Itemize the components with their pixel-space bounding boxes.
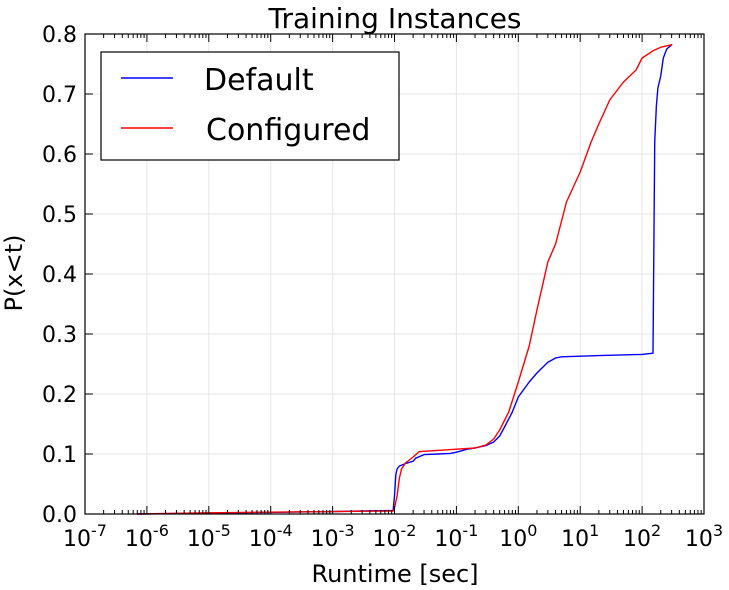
ticks: 10-7 10-6 10-5 10-4 10-3 10-2 10-1 100 101 102 103… bbox=[42, 23, 723, 552]
x-tick-exponent: -4 bbox=[277, 521, 293, 540]
x-tick-base: 10 bbox=[499, 527, 527, 552]
y-tick-label: 0.7 bbox=[42, 83, 77, 108]
x-tick-label: 101 bbox=[561, 521, 599, 552]
x-tick-exponent: 3 bbox=[713, 521, 723, 540]
x-tick-base: 10 bbox=[187, 527, 215, 552]
legend: Default Configured bbox=[100, 51, 400, 161]
x-tick-label: 10-4 bbox=[249, 521, 293, 552]
x-tick-base: 10 bbox=[561, 527, 589, 552]
x-tick-label: 100 bbox=[499, 521, 537, 552]
y-tick-label: 0.3 bbox=[42, 323, 77, 348]
x-tick-base: 10 bbox=[685, 527, 713, 552]
x-tick-base: 10 bbox=[434, 527, 462, 552]
y-tick-label: 0.4 bbox=[42, 263, 77, 288]
y-tick-label: 0.2 bbox=[42, 383, 77, 408]
x-tick-label: 10-5 bbox=[187, 521, 231, 552]
x-tick-exponent: 1 bbox=[589, 521, 599, 540]
x-tick-exponent: -2 bbox=[401, 521, 417, 540]
x-tick-label: 10-1 bbox=[434, 521, 478, 552]
x-tick-exponent: 0 bbox=[527, 521, 537, 540]
x-tick-exponent: -3 bbox=[339, 521, 355, 540]
y-tick-label: 0.8 bbox=[42, 23, 77, 48]
series-layer bbox=[136, 44, 673, 515]
y-tick-label: 0.5 bbox=[42, 203, 77, 228]
x-tick-label: 10-2 bbox=[373, 521, 417, 552]
x-tick-label: 10-7 bbox=[63, 521, 107, 552]
chart-title: Training Instances bbox=[267, 2, 521, 35]
y-tick-label: 0.1 bbox=[42, 443, 77, 468]
y-tick-label: 0.0 bbox=[42, 503, 77, 528]
x-tick-exponent: 2 bbox=[651, 521, 661, 540]
y-tick-label: 0.6 bbox=[42, 143, 77, 168]
x-tick-base: 10 bbox=[311, 527, 339, 552]
series-line-configured bbox=[136, 44, 673, 515]
x-tick-base: 10 bbox=[63, 527, 91, 552]
x-tick-base: 10 bbox=[125, 527, 153, 552]
series-line-default bbox=[136, 44, 673, 515]
x-tick-base: 10 bbox=[249, 527, 277, 552]
legend-label-default: Default bbox=[204, 63, 314, 98]
x-axis-label: Runtime [sec] bbox=[311, 560, 478, 588]
x-tick-label: 10-6 bbox=[125, 521, 169, 552]
x-tick-base: 10 bbox=[623, 527, 651, 552]
x-tick-exponent: -1 bbox=[462, 521, 478, 540]
x-tick-label: 103 bbox=[685, 521, 723, 552]
x-tick-label: 10-3 bbox=[311, 521, 355, 552]
x-tick-exponent: -6 bbox=[153, 521, 169, 540]
legend-box bbox=[100, 51, 400, 161]
x-tick-label: 102 bbox=[623, 521, 661, 552]
x-tick-base: 10 bbox=[373, 527, 401, 552]
y-axis-label: P(x<t) bbox=[0, 235, 28, 312]
x-tick-exponent: -5 bbox=[215, 521, 231, 540]
legend-label-configured: Configured bbox=[206, 113, 370, 148]
x-tick-exponent: -7 bbox=[91, 521, 107, 540]
